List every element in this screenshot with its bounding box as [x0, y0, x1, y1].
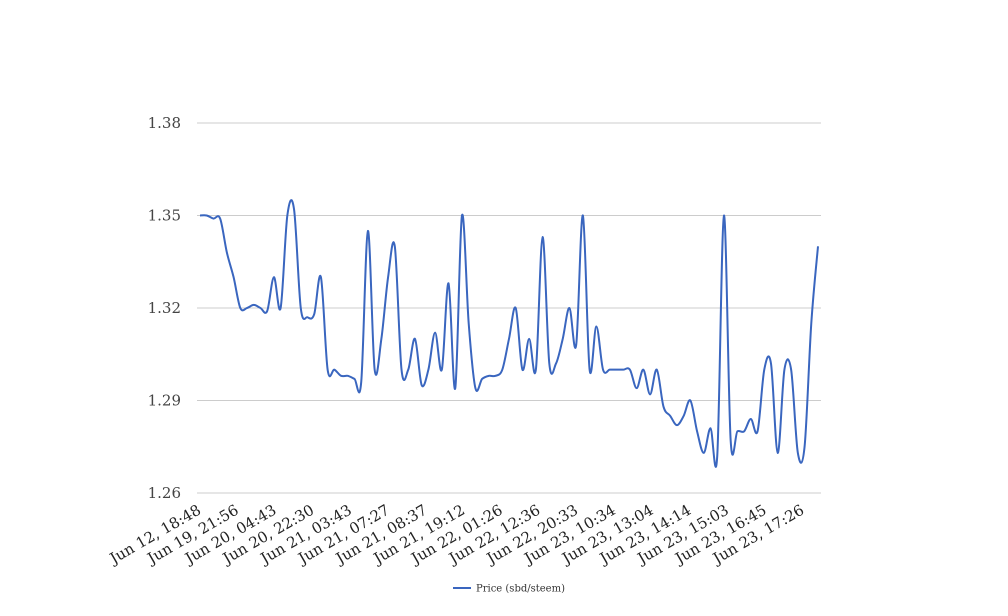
y-axis-tick-labels: 1.38 1.35 1.32 1.29 1.26 — [148, 114, 181, 502]
y-tick-label: 1.26 — [148, 484, 181, 502]
y-tick-label: 1.29 — [148, 392, 181, 410]
legend-label: Price (sbd/steem) — [476, 584, 565, 595]
series-layer — [199, 199, 819, 468]
y-tick-label: 1.32 — [148, 299, 181, 317]
series-line — [199, 199, 819, 468]
y-tick-label: 1.38 — [148, 114, 181, 132]
legend: Price (sbd/steem) — [453, 584, 565, 595]
y-tick-label: 1.35 — [148, 207, 181, 225]
